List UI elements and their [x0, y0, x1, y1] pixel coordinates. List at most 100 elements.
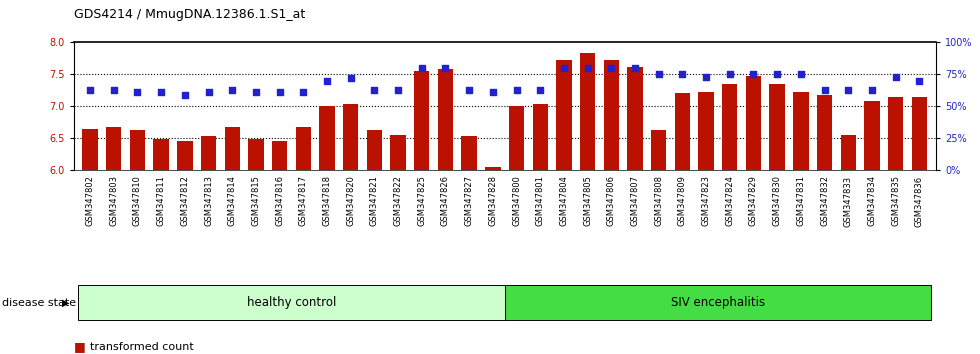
Text: GSM347828: GSM347828 — [488, 175, 498, 227]
Point — [485, 89, 501, 95]
Bar — [177, 141, 192, 170]
Bar — [201, 136, 217, 170]
Point — [722, 72, 738, 77]
Bar — [769, 84, 785, 170]
Bar — [248, 139, 264, 170]
Point — [224, 87, 240, 92]
Point — [769, 72, 785, 77]
Text: GSM347835: GSM347835 — [891, 175, 900, 227]
Point — [532, 87, 548, 92]
Bar — [154, 139, 169, 170]
Point — [746, 72, 761, 77]
Text: GSM347818: GSM347818 — [322, 175, 331, 227]
Text: GSM347812: GSM347812 — [180, 175, 189, 226]
Bar — [627, 67, 643, 170]
Point — [911, 78, 927, 84]
Text: GSM347821: GSM347821 — [369, 175, 379, 226]
Text: GSM347804: GSM347804 — [560, 175, 568, 226]
Point — [627, 65, 643, 71]
Bar — [651, 130, 666, 170]
Text: GSM347809: GSM347809 — [678, 175, 687, 226]
Text: GSM347829: GSM347829 — [749, 175, 758, 226]
Bar — [485, 167, 501, 170]
Bar — [296, 127, 311, 170]
Point — [319, 78, 335, 84]
Text: GSM347825: GSM347825 — [417, 175, 426, 226]
Text: GSM347803: GSM347803 — [110, 175, 119, 227]
Text: GSM347836: GSM347836 — [914, 175, 924, 227]
Text: GSM347817: GSM347817 — [299, 175, 308, 227]
Text: GSM347805: GSM347805 — [583, 175, 592, 226]
Text: GSM347832: GSM347832 — [820, 175, 829, 227]
Bar — [271, 141, 287, 170]
Text: GSM347800: GSM347800 — [512, 175, 521, 226]
Point — [580, 65, 596, 71]
Text: GSM347831: GSM347831 — [797, 175, 806, 227]
Point — [248, 89, 264, 95]
Point — [201, 89, 217, 95]
Bar — [462, 136, 477, 170]
Bar — [864, 101, 880, 170]
Text: healthy control: healthy control — [247, 296, 336, 309]
Text: GSM347801: GSM347801 — [536, 175, 545, 226]
Point — [177, 92, 193, 98]
Text: GDS4214 / MmugDNA.12386.1.S1_at: GDS4214 / MmugDNA.12386.1.S1_at — [74, 8, 305, 21]
Text: SIV encephalitis: SIV encephalitis — [671, 296, 765, 309]
Bar — [82, 129, 98, 170]
Text: ■: ■ — [74, 341, 85, 353]
Bar — [438, 69, 453, 170]
Text: GSM347834: GSM347834 — [867, 175, 876, 227]
Text: GSM347806: GSM347806 — [607, 175, 615, 227]
Bar — [343, 104, 359, 170]
Point — [438, 65, 454, 71]
Point — [888, 74, 904, 80]
Point — [390, 87, 406, 92]
Text: GSM347802: GSM347802 — [85, 175, 95, 226]
Point — [509, 87, 524, 92]
Bar — [746, 76, 761, 170]
Point — [462, 87, 477, 92]
Point — [296, 89, 312, 95]
Point — [129, 89, 145, 95]
Bar — [793, 92, 808, 170]
Text: GSM347815: GSM347815 — [252, 175, 261, 226]
Text: GSM347811: GSM347811 — [157, 175, 166, 226]
Point — [367, 87, 382, 92]
Text: GSM347814: GSM347814 — [227, 175, 237, 226]
Text: GSM347810: GSM347810 — [133, 175, 142, 226]
Bar — [580, 53, 595, 170]
Text: GSM347822: GSM347822 — [394, 175, 403, 226]
Bar — [911, 97, 927, 170]
Point — [674, 72, 690, 77]
Point — [153, 89, 169, 95]
Text: ▶: ▶ — [62, 298, 70, 308]
Bar — [557, 60, 571, 170]
Bar — [129, 130, 145, 170]
Point — [604, 65, 619, 71]
Text: disease state: disease state — [2, 298, 76, 308]
Bar — [415, 71, 429, 170]
Bar — [505, 285, 931, 320]
Bar — [390, 135, 406, 170]
Bar — [841, 135, 856, 170]
Bar — [78, 285, 505, 320]
Bar — [674, 93, 690, 170]
Text: GSM347823: GSM347823 — [702, 175, 710, 227]
Point — [793, 72, 808, 77]
Bar — [224, 127, 240, 170]
Text: GSM347830: GSM347830 — [772, 175, 782, 227]
Text: transformed count: transformed count — [90, 342, 194, 352]
Point — [343, 75, 359, 81]
Text: GSM347816: GSM347816 — [275, 175, 284, 227]
Bar — [532, 104, 548, 170]
Text: GSM347824: GSM347824 — [725, 175, 734, 226]
Point — [864, 87, 880, 92]
Point — [82, 87, 98, 92]
Point — [651, 72, 666, 77]
Point — [816, 87, 832, 92]
Bar — [367, 130, 382, 170]
Point — [841, 87, 857, 92]
Bar — [722, 84, 738, 170]
Bar — [817, 95, 832, 170]
Point — [556, 65, 571, 71]
